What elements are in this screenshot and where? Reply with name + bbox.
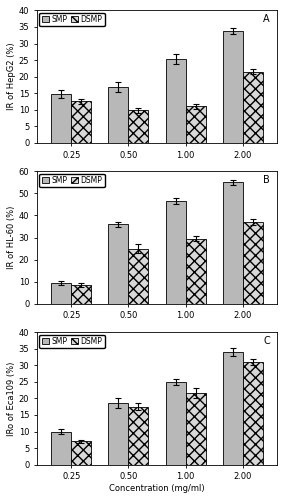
Bar [51,432,71,464]
Text: A: A [263,14,270,24]
Bar [186,238,206,304]
Bar [51,283,71,304]
Bar [108,404,128,464]
X-axis label: Concentration (mg/ml): Concentration (mg/ml) [109,484,205,493]
Bar [128,406,149,465]
Text: B: B [263,176,270,186]
Bar [108,224,128,304]
Bar [186,106,206,143]
Bar [186,394,206,464]
Legend: SMP, DSMP: SMP, DSMP [39,334,105,348]
Bar [51,94,71,143]
Y-axis label: IR of HL-60 (%): IR of HL-60 (%) [7,206,16,269]
Bar [243,362,263,464]
Y-axis label: IR of HepG2 (%): IR of HepG2 (%) [7,43,16,110]
Bar [166,382,186,464]
Bar [243,72,263,143]
Bar [128,248,149,304]
Bar [128,110,149,143]
Bar [243,222,263,304]
Bar [108,86,128,143]
Bar [166,60,186,143]
Bar [71,442,91,464]
Legend: SMP, DSMP: SMP, DSMP [39,174,105,187]
Text: C: C [263,336,270,346]
Legend: SMP, DSMP: SMP, DSMP [39,12,105,26]
Bar [71,285,91,304]
Y-axis label: IRo of Eca109 (%): IRo of Eca109 (%) [7,361,16,436]
Bar [166,201,186,304]
Bar [223,31,243,143]
Bar [223,182,243,304]
Bar [71,102,91,143]
Bar [223,352,243,465]
